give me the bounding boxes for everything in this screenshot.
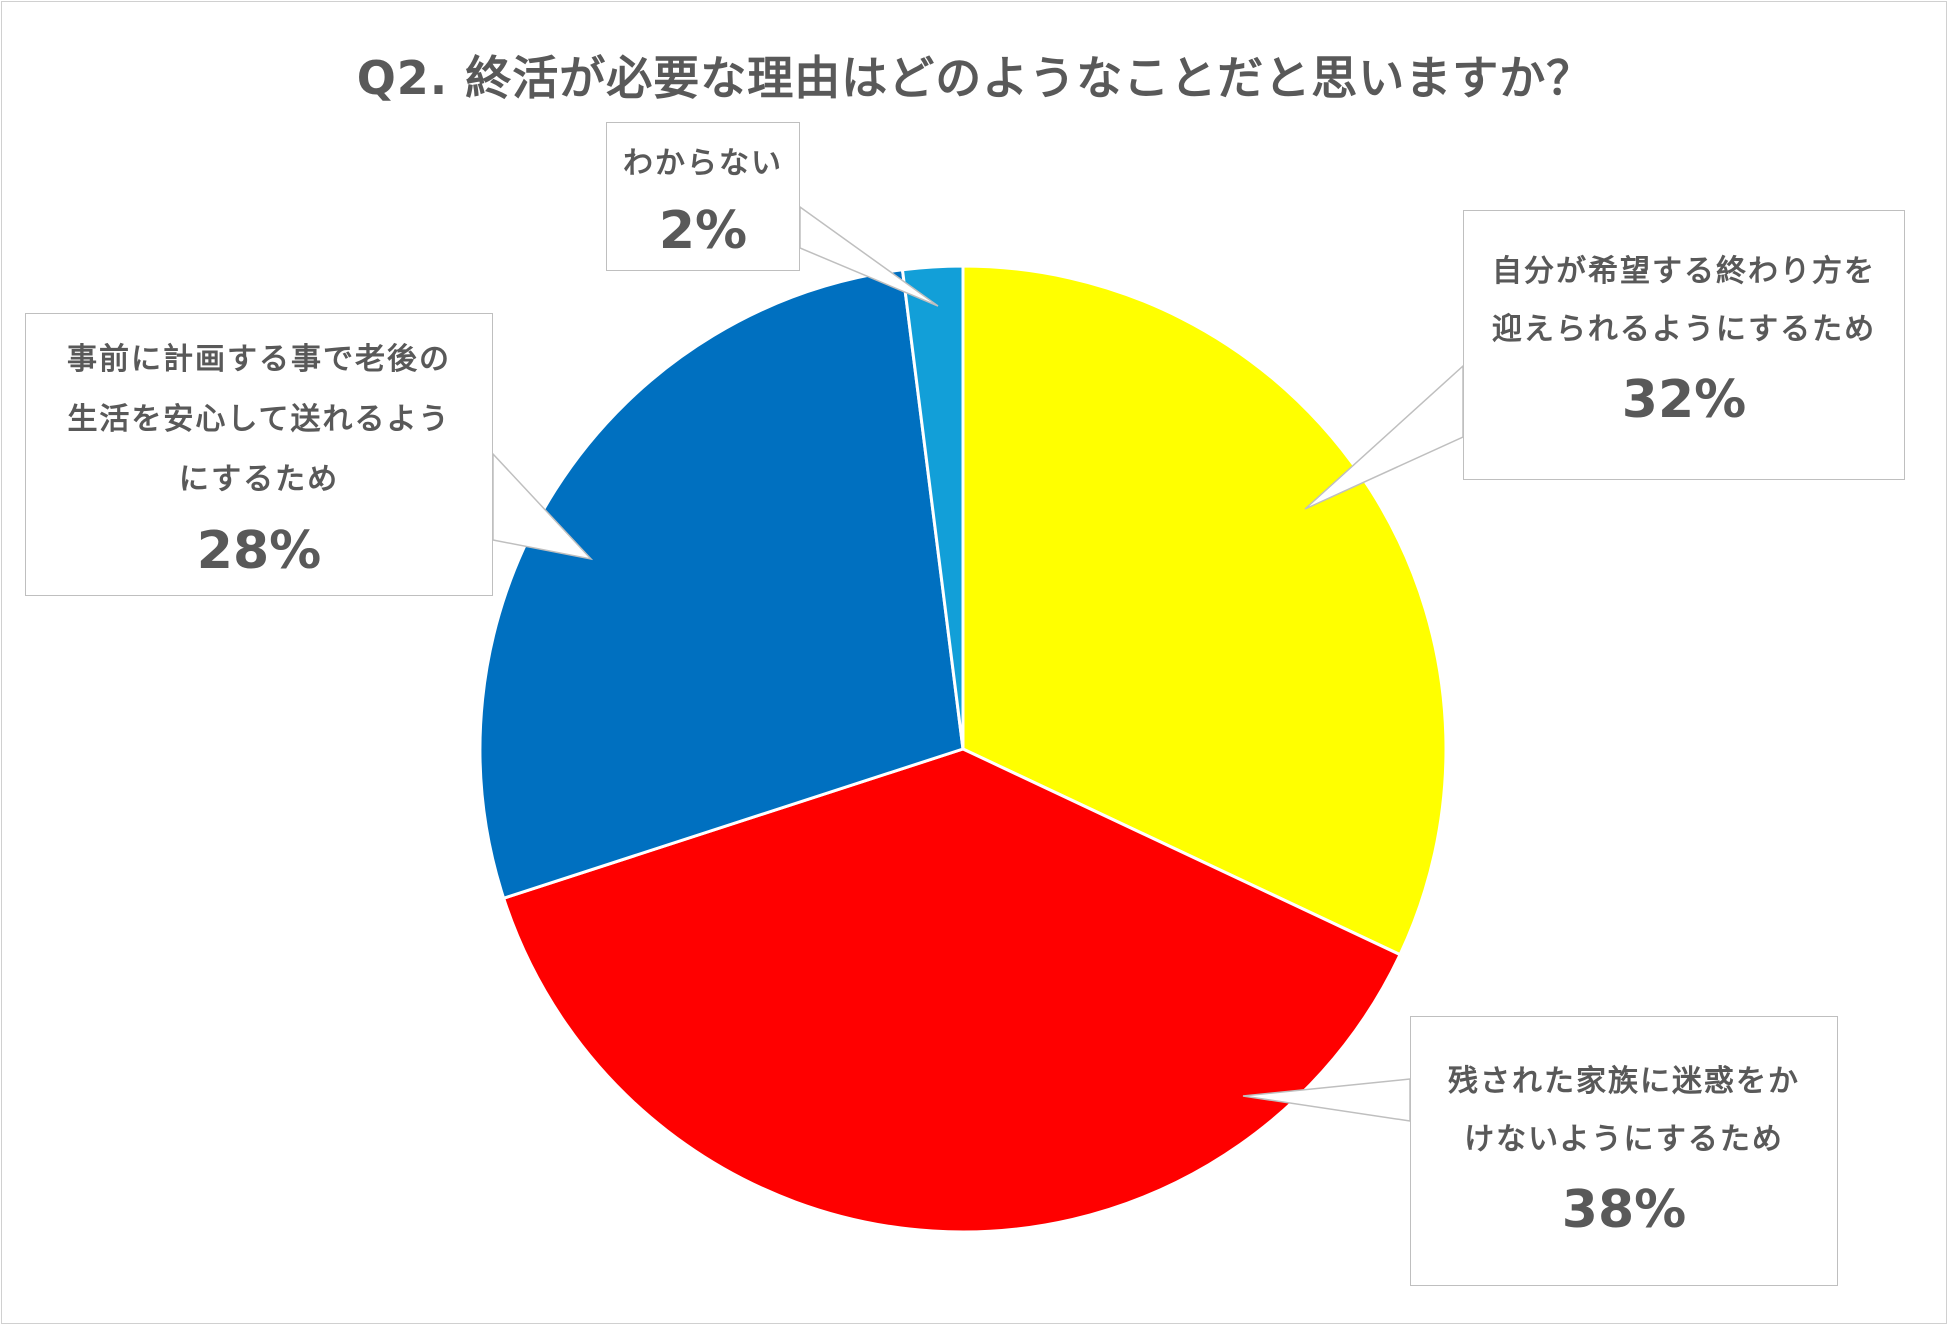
slice-label-line: 残された家族に迷惑をか <box>1448 1064 1800 1099</box>
slice-value-label: 2% <box>658 201 748 261</box>
slice-label-line: 生活を安心して送れるよう <box>67 402 451 437</box>
leader-line-2 <box>492 452 594 561</box>
slice-label-line: 迎えられるようにするため <box>1491 312 1877 347</box>
slice-label-line: けないようにするため <box>1464 1122 1784 1157</box>
slice-label-line: わからない <box>623 146 783 181</box>
slice-value-label: 28% <box>196 521 322 581</box>
data-label-callout: 残された家族に迷惑をか けないようにするため 38% <box>1410 1016 1838 1286</box>
leader-line-3 <box>799 205 939 307</box>
chart-title: Q2. 終活が必要な理由はどのようなことだと思いますか？ <box>356 51 1594 105</box>
pie-slice-2 <box>478 268 965 901</box>
slice-label-line: 自分が希望する終わり方を <box>1492 254 1876 289</box>
slice-value-label: 32% <box>1621 370 1747 430</box>
slice-value-label: 38% <box>1561 1180 1687 1240</box>
data-label-callout: 自分が希望する終わり方を 迎えられるようにするため 32% <box>1463 210 1905 480</box>
pie-slice-0 <box>961 264 1448 957</box>
slice-label-line: 事前に計画する事で老後の <box>67 342 451 377</box>
pie-slice-3 <box>900 264 965 750</box>
data-label-callout: 事前に計画する事で老後の 生活を安心して送れるよう にするため 28% <box>25 313 493 596</box>
slice-label-line: にするため <box>178 462 340 497</box>
data-label-callout: わからない 2% <box>606 122 800 271</box>
